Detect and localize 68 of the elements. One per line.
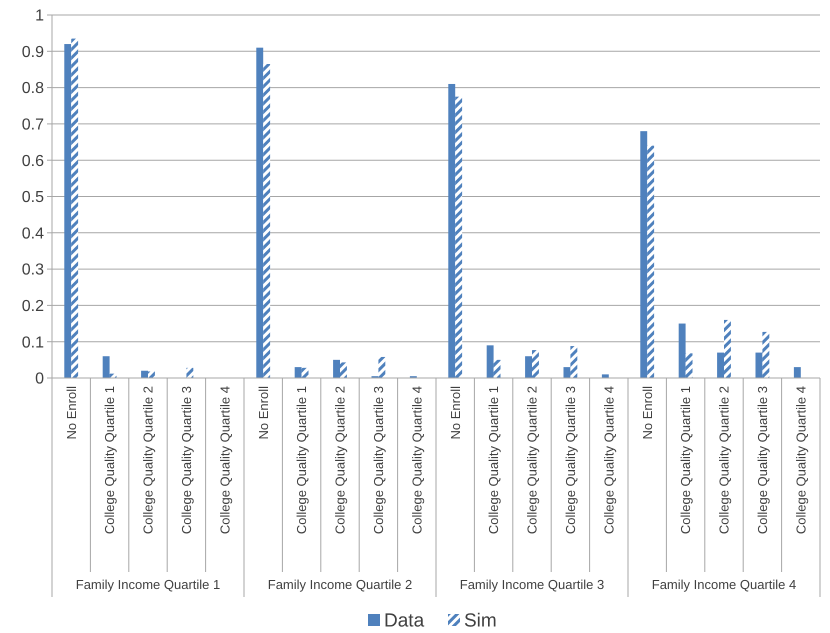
y-tick-label: 1 [35,8,44,25]
bar [263,64,270,378]
bar [333,360,340,378]
bar [256,48,264,378]
x-tick-label: College Quality Quartile 2 [140,386,156,534]
bar [563,367,570,378]
bar [794,367,801,378]
x-tick-label: No Enroll [640,386,655,440]
x-tick-label: College Quality Quartile 2 [332,386,348,534]
x-tick-label: College Quality Quartile 3 [178,386,194,534]
bar [186,368,194,378]
x-tick-label: College Quality Quartile 4 [793,386,808,534]
y-tick-label: 0.1 [22,334,44,352]
x-tick-label: College Quality Quartile 1 [294,386,310,534]
bar [340,362,347,378]
y-tick-label: 0 [35,370,44,388]
y-tick-label: 0.4 [22,225,44,242]
y-tick-label: 0.7 [22,116,44,134]
bar [455,96,462,378]
text: Family Income Quartile 1 [76,577,220,592]
bar [647,146,654,378]
bar [525,356,532,378]
x-tick-label: No Enroll [64,386,79,440]
bar [678,324,686,378]
x-tick-label: College Quality Quartile 3 [754,386,770,534]
x-tick-label: College Quality Quartile 2 [716,386,732,534]
bar [762,332,770,378]
bar [686,353,693,378]
bar [724,320,731,378]
bar [141,370,148,378]
x-tick-label: College Quality Quartile 3 [562,386,578,534]
bar [448,84,456,378]
x-tick-label: College Quality Quartile 2 [524,386,540,534]
legend-label: Sim [464,610,497,632]
bar [148,371,155,378]
y-tick-label: 0.2 [22,298,44,315]
y-tick-label: 0.3 [22,262,44,279]
bar [640,131,648,378]
x-tick-label: No Enroll [448,386,463,440]
y-tick-label: 0.5 [22,189,44,206]
x-tick-label: College Quality Quartile 1 [102,386,118,534]
bar [110,374,117,378]
bar [755,352,762,378]
bar [570,346,578,378]
x-tick-label: No Enroll [256,386,271,440]
bar [102,356,110,378]
x-tick-label: College Quality Quartile 4 [601,386,616,534]
y-tick-label: 0.8 [22,80,44,98]
x-tick-label: College Quality Quartile 1 [678,386,694,534]
bar [64,44,72,378]
x-tick-label: College Quality Quartile 1 [486,386,502,534]
y-tick-label: 0.9 [22,44,44,61]
legend-label: Data [384,610,425,632]
bar [294,367,302,378]
bar [71,38,78,378]
bar [378,356,386,378]
bar [494,360,501,378]
text: Family Income Quartile 4 [652,577,796,592]
text: Family Income Quartile 2 [268,577,412,592]
bar [717,352,724,378]
x-tick-label: College Quality Quartile 3 [370,386,386,534]
y-tick-label: 0.6 [22,152,44,170]
bar [302,368,309,378]
x-tick-label: College Quality Quartile 4 [217,386,232,534]
bar [532,350,539,378]
bar [486,345,494,378]
x-tick-label: College Quality Quartile 4 [409,386,424,534]
text: Family Income Quartile 3 [460,577,604,592]
